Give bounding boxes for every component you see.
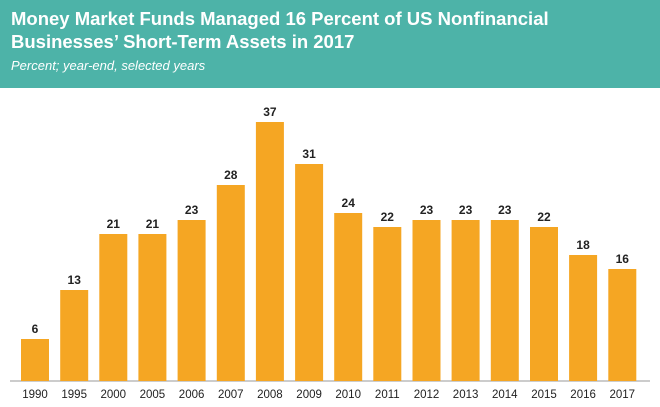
bar-1990 [21,339,49,381]
x-tick-label-2007: 2007 [218,389,244,401]
data-label-2016: 18 [576,238,590,252]
data-label-2017: 16 [616,252,630,266]
bar-2011 [373,227,402,381]
bar-2006 [177,220,206,381]
data-label-2000: 21 [107,217,121,231]
bar-2012 [412,220,441,381]
x-tick-label-1995: 1995 [61,389,87,401]
x-tick-label-2000: 2000 [101,389,127,401]
bar-2000 [99,234,128,381]
bar-2014 [490,220,519,381]
x-tick-label-2013: 2013 [453,389,479,401]
x-tick-label-2010: 2010 [335,389,361,401]
data-label-1990: 6 [32,322,39,336]
x-tick-label-2006: 2006 [179,389,205,401]
bar-2017 [608,269,637,381]
data-label-2014: 23 [498,203,512,217]
x-tick-label-1990: 1990 [22,389,48,401]
bar-2015 [530,227,558,381]
data-label-2009: 31 [302,147,316,161]
x-tick-label-2017: 2017 [610,389,636,401]
bar-2008 [255,122,284,381]
x-tick-label-2009: 2009 [296,389,322,401]
data-label-2008: 37 [263,105,277,119]
bar-2005 [138,234,167,381]
x-tick-label-2015: 2015 [531,389,557,401]
data-label-2006: 23 [185,203,199,217]
data-label-2013: 23 [459,203,473,217]
x-tick-label-2014: 2014 [492,389,518,401]
bar-2007 [216,185,245,381]
data-label-2005: 21 [146,217,160,231]
chart-subtitle: Percent; year-end, selected years [11,58,206,73]
data-label-2012: 23 [420,203,434,217]
bar-1995 [60,290,89,381]
data-label-1995: 13 [68,273,82,287]
bar-2010 [334,213,363,381]
chart-header: Money Market Funds Managed 16 Percent of… [0,0,660,88]
bar-2016 [569,255,598,381]
data-label-2015: 22 [537,210,551,224]
data-label-2007: 28 [224,168,238,182]
x-tick-label-2008: 2008 [257,389,283,401]
x-tick-label-2005: 2005 [140,389,166,401]
x-tick-label-2011: 2011 [375,389,400,401]
x-tick-label-2016: 2016 [570,389,596,401]
x-tick-label-2012: 2012 [414,389,440,401]
data-label-2010: 24 [342,196,356,210]
data-label-2011: 22 [381,210,395,224]
chart-title: Money Market Funds Managed 16 Percent of… [11,8,549,52]
bar-2009 [295,164,324,381]
bar-2013 [451,220,480,381]
